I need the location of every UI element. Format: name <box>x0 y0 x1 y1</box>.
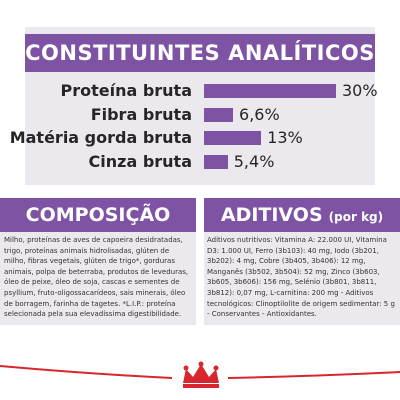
additives-title: ADITIVOS (por kg) <box>204 198 400 232</box>
nutrient-bar <box>204 107 234 122</box>
nutrient-value: 13% <box>267 128 303 147</box>
nutrient-row: Cinza bruta 5,4% <box>0 151 400 173</box>
composition-text: Milho, proteínas de aves de capoeira des… <box>4 236 189 319</box>
composition-title-text: COMPOSIÇÃO <box>25 204 171 226</box>
nutrient-value: 30% <box>342 81 378 100</box>
nutrient-row: Proteína bruta 30% <box>0 80 400 102</box>
additives-text: Aditivos nutritivos: Vitamina A: 22.000 … <box>207 236 395 319</box>
nutrient-value: 5,4% <box>233 151 275 171</box>
nutrient-bar <box>204 131 262 145</box>
royal-canin-crown-icon <box>183 361 219 388</box>
swoosh-right <box>227 371 400 379</box>
nutrient-bar <box>204 154 228 169</box>
nutrient-label: Proteína bruta <box>60 81 192 100</box>
nutrient-row: Fibra bruta 6,6% <box>0 104 400 126</box>
analytics-title-text: CONSTITUINTES ANALÍTICOS <box>25 41 375 65</box>
swoosh-left <box>0 365 173 379</box>
nutrient-label: Fibra bruta <box>90 104 192 124</box>
nutrient-label: Matéria gorda bruta <box>9 128 192 147</box>
nutrient-label: Cinza bruta <box>88 151 192 171</box>
composition-title: COMPOSIÇÃO <box>0 198 196 232</box>
additives-title-text: ADITIVOS <box>220 204 323 226</box>
analytics-title: CONSTITUINTES ANALÍTICOS <box>25 34 375 72</box>
nutrient-bar <box>204 84 336 98</box>
additives-title-suffix: (por kg) <box>328 210 384 224</box>
nutrient-row: Matéria gorda bruta 13% <box>0 127 400 149</box>
nutrient-value: 6,6% <box>239 104 280 124</box>
